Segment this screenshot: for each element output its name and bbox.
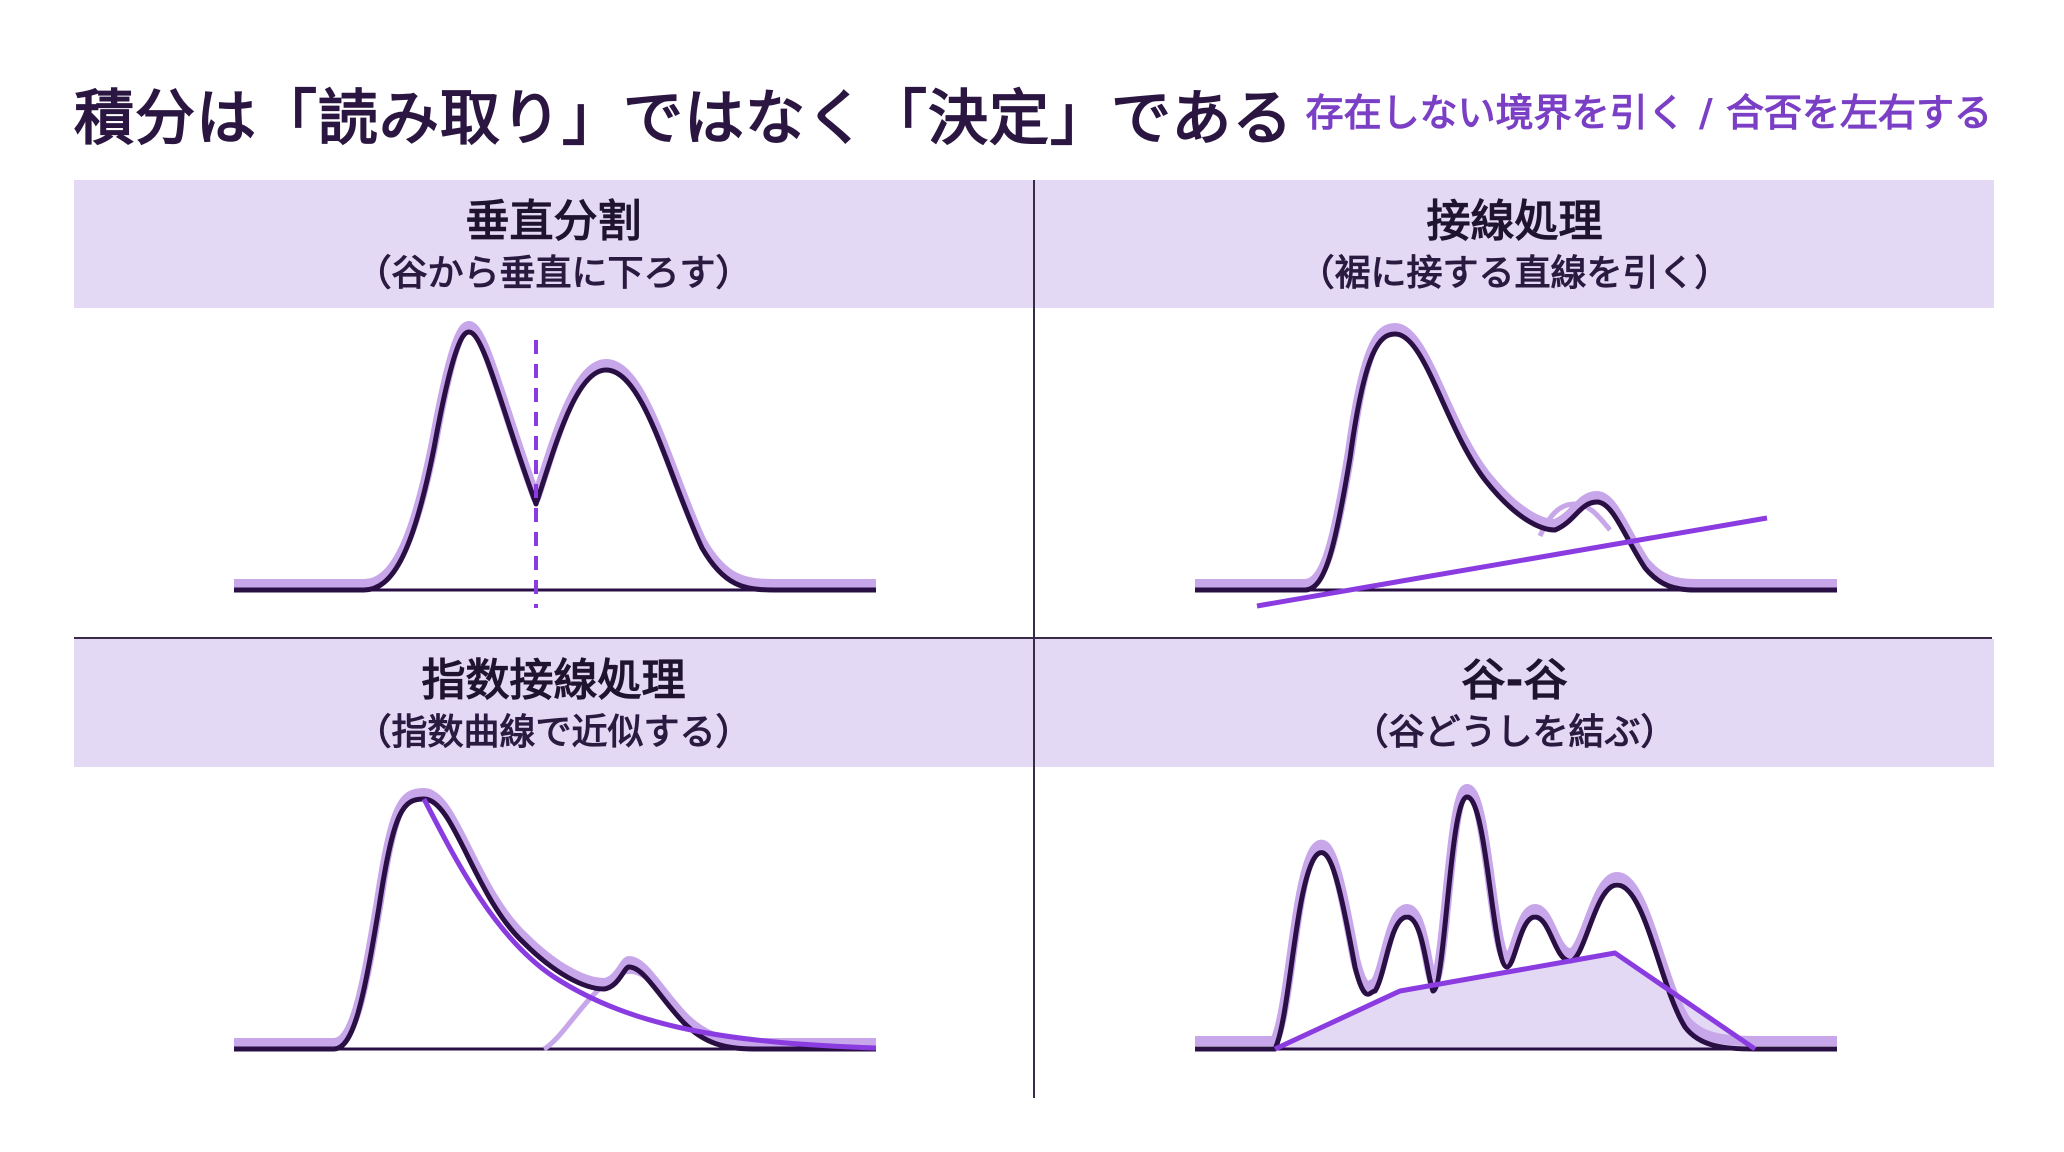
tangent-line bbox=[1256, 515, 1768, 609]
panel-subtitle: （指数曲線で近似する） bbox=[355, 712, 752, 753]
exponential-skim-chromatogram bbox=[234, 788, 877, 1052]
panel-vertical-drop: 垂直分割 （谷から垂直に下ろす） bbox=[74, 180, 1033, 640]
page-subtitle: 存在しない境界を引く / 合否を左右する bbox=[1305, 91, 1992, 135]
panel-exponential-skim: 指数接線処理 （指数曲線で近似する） bbox=[74, 639, 1033, 1099]
panel-header: 垂直分割 （谷から垂直に下ろす） bbox=[74, 180, 1033, 308]
peak-trace bbox=[1195, 794, 1837, 1052]
baseline-fill bbox=[1275, 953, 1755, 1049]
panel-title: 指数接線処理 bbox=[421, 655, 686, 706]
panel-subtitle: （谷から垂直に下ろす） bbox=[355, 253, 752, 294]
valley-connector-line bbox=[1273, 950, 1757, 1052]
panel-valley-to-valley: 谷-谷 （谷どうしを結ぶ） bbox=[1035, 639, 1994, 1099]
panel-title: 接線処理 bbox=[1426, 196, 1603, 247]
panel-title: 垂直分割 bbox=[465, 196, 642, 247]
valley-to-valley-chromatogram bbox=[1195, 784, 1837, 1052]
peak-trace bbox=[234, 796, 876, 1052]
peak-trace bbox=[1195, 331, 1837, 593]
peak-trace-shadow bbox=[234, 788, 876, 1048]
vertical-drop-chromatogram bbox=[234, 321, 876, 608]
panel-subtitle: （裾に接する直線を引く） bbox=[1298, 253, 1731, 294]
tangent-skim-chromatogram bbox=[1195, 323, 1837, 609]
peak-trace-shadow bbox=[234, 321, 876, 589]
exponential-curve bbox=[421, 797, 877, 1051]
vertical-divider bbox=[1033, 180, 1035, 1098]
page-title: 積分は「読み取り」ではなく「決定」である bbox=[74, 84, 1294, 154]
peak-trace-shadow bbox=[1195, 323, 1837, 589]
panel-header: 指数接線処理 （指数曲線で近似する） bbox=[74, 639, 1033, 767]
panel-tangent-skim: 接線処理 （裾に接する直線を引く） bbox=[1035, 180, 1994, 640]
panel-header: 谷-谷 （谷どうしを結ぶ） bbox=[1035, 639, 1994, 767]
panel-title: 谷-谷 bbox=[1461, 655, 1568, 706]
panel-header: 接線処理 （裾に接する直線を引く） bbox=[1035, 180, 1994, 308]
horizontal-divider bbox=[74, 637, 1992, 639]
panel-subtitle: （谷どうしを結ぶ） bbox=[1352, 712, 1677, 753]
peak-trace bbox=[234, 329, 876, 593]
